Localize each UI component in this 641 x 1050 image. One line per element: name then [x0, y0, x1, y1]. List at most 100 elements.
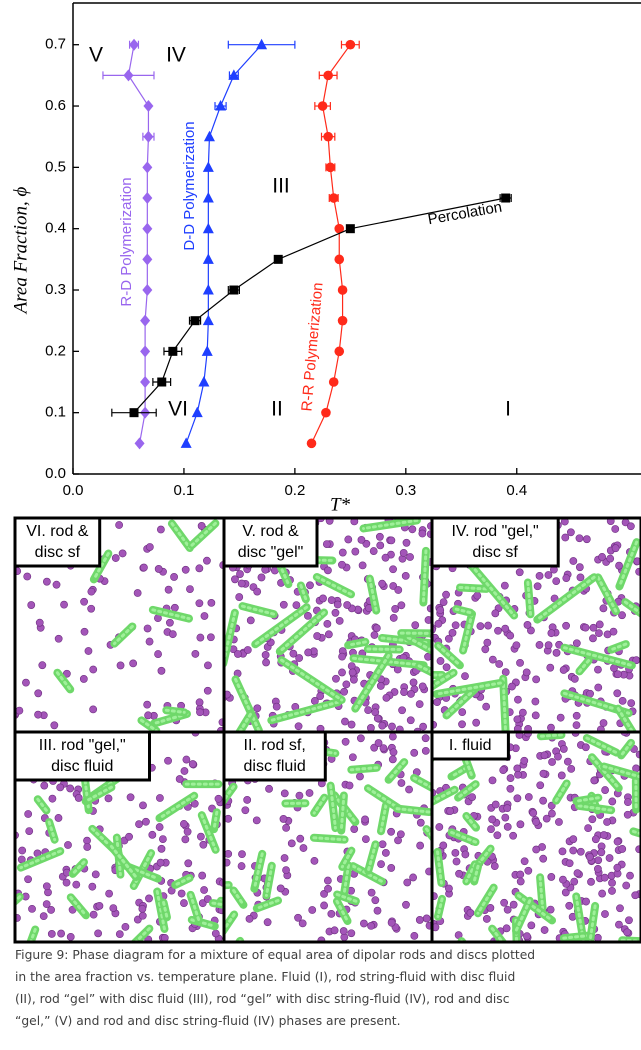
disc: [531, 711, 540, 720]
disc: [180, 820, 188, 828]
annotation: R-R Polymerization: [298, 282, 326, 412]
rod-edge: [353, 653, 391, 711]
disc: [458, 708, 467, 717]
disc: [214, 794, 223, 803]
disc: [338, 668, 346, 677]
disc: [139, 801, 147, 810]
panel-label: IV. rod "gel,": [451, 523, 538, 540]
rod-edge: [417, 664, 432, 675]
disc: [585, 852, 594, 861]
disc: [569, 557, 578, 565]
disc: [506, 774, 515, 782]
data-point: [317, 101, 328, 111]
data-point: [229, 285, 239, 295]
rod-edge: [590, 755, 621, 790]
panel-label: II. rod sf,: [244, 737, 306, 754]
disc: [143, 700, 152, 709]
data-point: [334, 254, 345, 265]
disc: [38, 661, 47, 670]
disc: [166, 618, 174, 627]
disc: [514, 695, 522, 704]
disc: [613, 689, 622, 698]
data-point: [345, 224, 355, 234]
disc: [563, 757, 572, 766]
disc: [558, 847, 567, 856]
disc: [89, 665, 98, 674]
rod-edge: [464, 814, 478, 830]
rod-edge: [164, 708, 186, 714]
disc: [540, 926, 549, 934]
disc: [115, 521, 124, 529]
disc: [623, 928, 632, 937]
disc: [72, 880, 81, 889]
disc: [508, 682, 516, 691]
disc: [105, 889, 114, 898]
disc: [536, 781, 545, 790]
rod-edge: [349, 766, 379, 772]
rod-edge: [596, 575, 618, 613]
disc: [203, 556, 211, 565]
disc: [338, 560, 346, 569]
disc: [434, 619, 443, 628]
disc: [339, 927, 348, 935]
data-point: [140, 376, 151, 389]
disc: [332, 674, 340, 683]
rod-edge: [200, 813, 218, 852]
disc: [535, 571, 544, 580]
disc: [276, 884, 285, 893]
x-tick-label: 0.1: [174, 482, 195, 499]
disc: [94, 929, 103, 938]
disc: [157, 666, 166, 675]
rod-edge: [501, 677, 508, 732]
disc: [569, 835, 578, 844]
disc: [609, 627, 618, 636]
disc: [581, 623, 590, 632]
disc: [387, 827, 395, 836]
disc: [56, 783, 65, 792]
disc: [513, 794, 522, 803]
disc: [601, 786, 610, 794]
disc: [327, 909, 336, 918]
disc: [555, 818, 563, 826]
disc: [387, 918, 396, 927]
data-point: [202, 253, 214, 264]
disc: [594, 865, 602, 873]
rod-edge: [574, 796, 600, 803]
rod-edge: [253, 605, 309, 646]
disc: [503, 905, 512, 914]
disc: [183, 827, 192, 836]
disc: [164, 585, 173, 594]
disc: [145, 543, 154, 551]
disc: [594, 665, 602, 674]
disc: [378, 721, 387, 730]
rod-edge: [514, 899, 532, 933]
disc: [603, 818, 611, 826]
disc: [606, 554, 615, 563]
disc: [262, 658, 270, 667]
disc: [513, 715, 522, 724]
disc: [133, 589, 142, 597]
disc: [486, 904, 495, 912]
disc: [34, 689, 43, 698]
disc: [125, 832, 133, 841]
disc: [565, 901, 574, 910]
data-point: [201, 345, 213, 356]
rod-edge: [465, 559, 516, 618]
disc: [599, 604, 608, 613]
disc: [523, 932, 531, 941]
disc: [576, 847, 585, 856]
series-line: [185, 44, 263, 444]
disc: [87, 604, 96, 613]
disc: [402, 538, 411, 547]
disc: [387, 864, 396, 872]
rod-edge: [157, 794, 196, 820]
disc: [491, 800, 500, 809]
disc: [442, 663, 451, 672]
rod-edge: [342, 863, 350, 896]
disc: [473, 591, 482, 600]
rod-edge: [449, 766, 468, 779]
y-tick-label: 0.2: [45, 342, 66, 359]
disc: [348, 753, 357, 762]
annotation: V: [89, 44, 103, 67]
disc: [424, 616, 432, 624]
